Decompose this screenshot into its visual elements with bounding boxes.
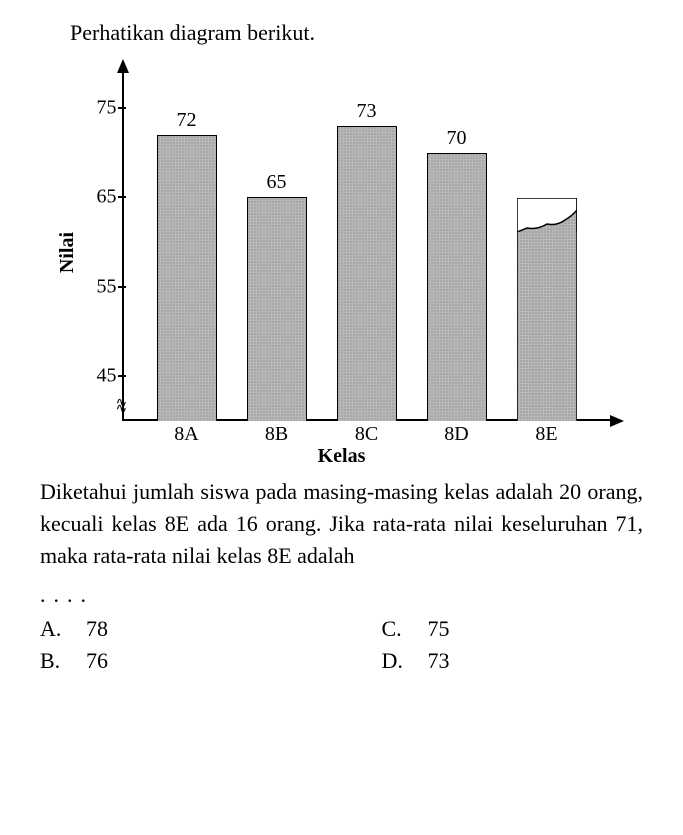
y-tick-mark-45 [118, 375, 126, 377]
y-tick-65: 65 [82, 186, 117, 209]
option-b-value: 76 [86, 648, 108, 674]
bars-area: 72 65 73 70 [142, 81, 592, 421]
bar-rect-8e-torn [517, 198, 577, 421]
x-axis-arrow [610, 415, 624, 427]
option-d-letter: D. [382, 648, 410, 674]
option-a[interactable]: A. 78 [40, 616, 302, 642]
option-c-letter: C. [382, 616, 410, 642]
cat-label-8b: 8B [247, 423, 307, 446]
y-tick-55: 55 [82, 275, 117, 298]
bar-rect-8c [337, 126, 397, 421]
question-text: Diketahui jumlah siswa pada masing-masin… [40, 476, 643, 572]
bar-8c: 73 [337, 100, 397, 421]
y-tick-mark-65 [118, 196, 126, 198]
option-c[interactable]: C. 75 [382, 616, 644, 642]
cat-label-8d: 8D [427, 423, 487, 446]
y-tick-mark-75 [118, 107, 126, 109]
bar-rect-8d [427, 153, 487, 421]
ellipsis-dots: .... [40, 582, 643, 608]
option-a-letter: A. [40, 616, 68, 642]
y-tick-45: 45 [82, 365, 117, 388]
bar-rect-8a [157, 135, 217, 421]
y-tick-mark-55 [118, 286, 126, 288]
cat-label-8c: 8C [337, 423, 397, 446]
bar-value-8c: 73 [357, 100, 377, 123]
bar-value-8a: 72 [177, 109, 197, 132]
option-a-value: 78 [86, 616, 108, 642]
answer-options: A. 78 C. 75 B. 76 D. 73 [40, 616, 643, 674]
y-tick-75: 75 [82, 96, 117, 119]
bar-value-8b: 65 [267, 171, 287, 194]
option-c-value: 75 [428, 616, 450, 642]
bar-8e [517, 195, 577, 421]
y-axis-line [122, 71, 124, 421]
option-b-letter: B. [40, 648, 68, 674]
cat-label-8a: 8A [157, 423, 217, 446]
y-axis-label: Nilai [56, 232, 79, 273]
bar-8a: 72 [157, 109, 217, 421]
prompt-text: Perhatikan diagram berikut. [70, 20, 643, 46]
option-b[interactable]: B. 76 [40, 648, 302, 674]
y-axis-arrow [117, 59, 129, 73]
bar-value-8d: 70 [447, 127, 467, 150]
cat-label-8e: 8E [517, 423, 577, 446]
option-d-value: 73 [428, 648, 450, 674]
option-d[interactable]: D. 73 [382, 648, 644, 674]
x-axis-label: Kelas [318, 445, 366, 468]
bar-chart: Nilai Kelas ∿∿ 75 65 55 45 72 65 73 70 [62, 61, 622, 461]
axis-break-icon: ∿∿ [116, 401, 126, 413]
bar-rect-8b [247, 197, 307, 421]
bar-8b: 65 [247, 171, 307, 421]
bar-8d: 70 [427, 127, 487, 421]
